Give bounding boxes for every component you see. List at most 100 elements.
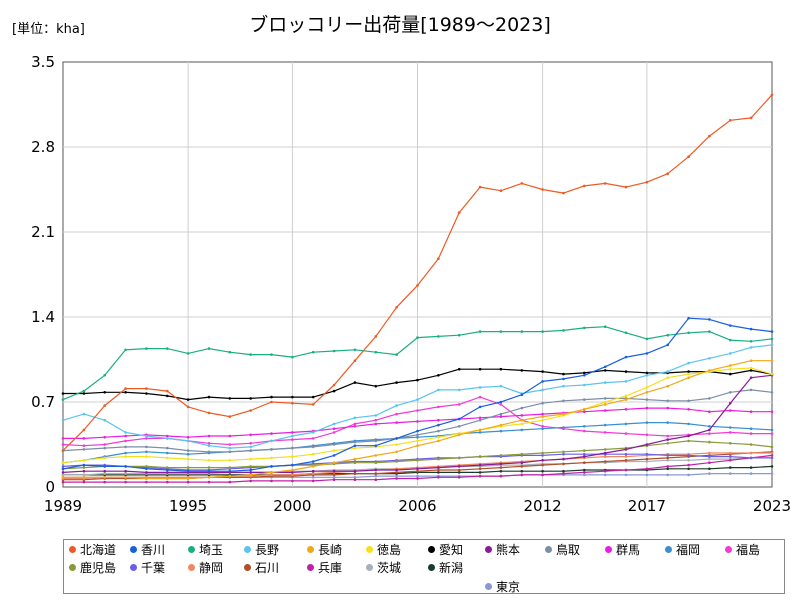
legend-item: 長野 — [244, 541, 279, 558]
data-point-鳥取 — [166, 446, 169, 450]
data-point-福島 — [311, 437, 315, 440]
data-point-長野 — [562, 384, 565, 388]
data-point-埼玉 — [291, 355, 294, 359]
data-point-兵庫 — [270, 479, 273, 483]
data-point-福岡 — [562, 426, 565, 429]
data-point-福島 — [603, 431, 607, 434]
data-point-鳥取 — [520, 406, 524, 410]
data-point-兵庫 — [249, 479, 252, 483]
data-point-群馬 — [103, 435, 106, 439]
data-point-北海道 — [61, 449, 65, 452]
data-point-千葉 — [541, 454, 544, 457]
y-tick-label: 3.5 — [31, 53, 55, 71]
data-point-北海道 — [770, 93, 774, 97]
data-point-群馬 — [416, 420, 419, 423]
data-point-兵庫 — [416, 477, 419, 480]
data-point-熊本 — [332, 469, 336, 473]
data-point-香川 — [103, 465, 106, 468]
legend-item: 香川 — [130, 541, 165, 558]
data-point-長野 — [249, 445, 252, 449]
data-point-新潟 — [541, 469, 544, 473]
data-point-長野 — [541, 388, 544, 392]
data-point-鹿児島 — [708, 440, 711, 444]
data-point-徳島 — [311, 452, 315, 456]
data-point-埼玉 — [374, 350, 378, 354]
data-point-香川 — [708, 318, 711, 321]
data-point-東京 — [374, 474, 378, 478]
data-point-東京 — [770, 472, 774, 475]
data-point-鹿児島 — [374, 461, 378, 465]
data-point-群馬 — [207, 434, 211, 438]
data-point-熊本 — [457, 465, 461, 468]
data-point-北海道 — [291, 401, 294, 405]
data-point-長野 — [332, 422, 336, 426]
data-point-静岡 — [770, 451, 774, 455]
data-point-福岡 — [687, 422, 690, 426]
data-point-東京 — [624, 473, 628, 477]
data-point-熊本 — [395, 468, 398, 472]
data-point-福島 — [624, 432, 628, 435]
data-point-埼玉 — [666, 333, 669, 337]
data-point-鹿児島 — [478, 455, 482, 458]
data-point-新潟 — [457, 471, 461, 474]
data-point-長野 — [666, 370, 669, 373]
data-point-福島 — [583, 429, 586, 433]
data-point-熊本 — [291, 471, 294, 474]
data-point-群馬 — [374, 422, 378, 426]
data-point-鳥取 — [103, 446, 106, 450]
data-point-香川 — [645, 352, 649, 355]
data-point-福島 — [374, 418, 378, 422]
data-point-福島 — [353, 422, 357, 426]
data-point-福岡 — [499, 429, 503, 433]
data-point-長野 — [708, 357, 711, 360]
data-point-兵庫 — [624, 468, 628, 472]
data-point-香川 — [562, 377, 565, 381]
data-point-熊本 — [562, 457, 565, 461]
data-point-群馬 — [166, 434, 169, 438]
data-point-鹿児島 — [749, 443, 753, 446]
data-point-福岡 — [729, 426, 732, 429]
y-tick-label: 0 — [45, 478, 55, 496]
data-point-長崎 — [603, 403, 607, 406]
data-point-茨城 — [645, 460, 649, 463]
data-point-静岡 — [311, 472, 315, 475]
data-point-鳥取 — [499, 412, 503, 416]
data-point-福岡 — [541, 427, 544, 431]
data-point-愛知 — [61, 392, 65, 395]
data-point-香川 — [270, 465, 273, 468]
data-point-福岡 — [708, 425, 711, 428]
data-point-福島 — [729, 431, 732, 434]
data-point-長崎 — [374, 454, 378, 457]
data-point-鹿児島 — [687, 439, 690, 443]
data-point-愛知 — [145, 392, 148, 395]
data-point-鹿児島 — [562, 450, 565, 454]
data-point-群馬 — [499, 415, 503, 418]
data-point-徳島 — [82, 459, 86, 462]
data-point-長野 — [207, 444, 211, 448]
data-point-新潟 — [562, 469, 565, 473]
data-point-鹿児島 — [603, 448, 607, 451]
data-point-長崎 — [395, 450, 398, 454]
data-point-愛知 — [332, 389, 336, 393]
data-point-石川 — [624, 459, 628, 462]
data-point-石川 — [416, 469, 419, 473]
data-point-東京 — [583, 473, 586, 477]
data-point-長崎 — [499, 423, 503, 427]
legend-item: 千葉 — [130, 559, 165, 576]
data-point-熊本 — [478, 463, 482, 467]
data-point-福岡 — [186, 452, 190, 456]
data-point-徳島 — [395, 443, 398, 446]
data-point-福岡 — [645, 421, 649, 424]
data-point-愛知 — [270, 395, 273, 399]
legend-marker — [366, 564, 373, 571]
data-point-香川 — [291, 463, 294, 467]
data-point-北海道 — [103, 404, 106, 407]
data-point-埼玉 — [562, 329, 565, 332]
data-point-新潟 — [687, 467, 690, 471]
y-tick-label: 2.1 — [31, 223, 55, 241]
data-point-長崎 — [103, 476, 106, 479]
data-point-埼玉 — [82, 389, 86, 393]
legend-marker — [366, 546, 373, 553]
data-point-新潟 — [666, 467, 669, 471]
data-point-熊本 — [645, 443, 649, 446]
